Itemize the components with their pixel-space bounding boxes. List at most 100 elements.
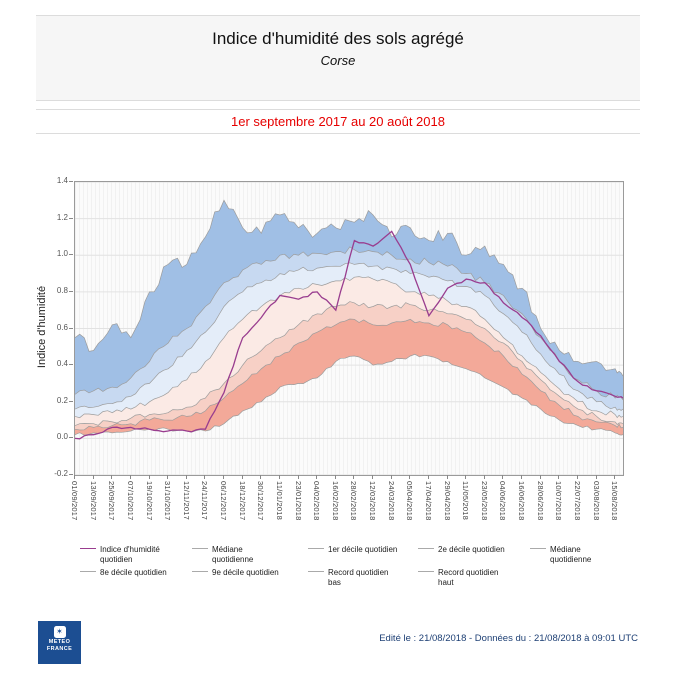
x-tick-label: 16/02/2018 [330, 481, 340, 521]
band-5 [75, 200, 623, 400]
x-tick-mark [409, 475, 411, 479]
legend-item: Record quotidien bas [308, 568, 404, 588]
y-tick-label: 0.6 [56, 322, 68, 332]
x-tick-label: 12/03/2018 [368, 481, 378, 521]
x-tick-label: 12/11/2017 [181, 481, 191, 520]
y-tick-label: 1.0 [56, 249, 68, 259]
legend-item: 8e décile quotidien [80, 568, 176, 578]
legend-label: 8e décile quotidien [100, 568, 167, 577]
x-tick-label: 07/10/2017 [125, 481, 135, 521]
x-tick-label: 28/06/2018 [535, 481, 545, 521]
x-tick-label: 13/09/2017 [88, 481, 98, 521]
x-tick-label: 04/06/2018 [498, 481, 508, 521]
boundary-line-2 [75, 301, 623, 426]
legend-swatch [418, 548, 434, 549]
x-tick-label: 24/03/2018 [386, 481, 396, 521]
x-tick-label: 15/08/2018 [610, 481, 620, 521]
x-tick-mark [521, 475, 523, 479]
x-tick-label: 18/12/2017 [237, 481, 247, 521]
legend-label: 9e décile quotidien [212, 568, 279, 577]
logo-text-line2: FRANCE [46, 645, 73, 652]
x-tick-mark [465, 475, 467, 479]
x-tick-label: 24/11/2017 [200, 481, 210, 520]
x-tick-label: 25/09/2017 [107, 481, 117, 521]
y-tick-mark [69, 437, 73, 439]
x-tick-mark [148, 475, 150, 479]
boundary-line-4 [75, 262, 623, 411]
band-0 [75, 319, 623, 436]
legend-label: Médiane quotidienne [550, 545, 592, 564]
x-tick-label: 28/02/2018 [349, 481, 359, 521]
period-text: 1er septembre 2017 au 20 août 2018 [231, 114, 445, 129]
x-tick-mark [129, 475, 131, 479]
legend-swatch [308, 548, 324, 549]
y-tick-mark [69, 327, 73, 329]
legend-swatch [192, 548, 208, 549]
meteo-france-logo-icon: ✶ [53, 626, 66, 638]
y-tick-label: -0.2 [54, 469, 68, 478]
legend-swatch [80, 571, 96, 572]
edition-timestamp: Edité le : 21/08/2018 - Données du : 21/… [379, 633, 638, 644]
x-tick-mark [167, 475, 169, 479]
legend-item: 1er décile quotidien [308, 545, 404, 555]
x-tick-mark [353, 475, 355, 479]
boundary-line-5 [75, 246, 623, 401]
y-tick-label: 0.4 [56, 359, 68, 369]
legend-label: Médiane quotidienne [212, 545, 254, 564]
period-banner: 1er septembre 2017 au 20 août 2018 [36, 109, 640, 134]
legend-label: Record quotidien haut [438, 568, 499, 587]
y-tick-mark [69, 181, 73, 182]
x-tick-mark [427, 475, 429, 479]
x-tick-mark [111, 475, 113, 479]
x-tick-label: 11/01/2018 [274, 481, 284, 520]
x-tick-mark [446, 475, 448, 479]
x-tick-mark [92, 475, 94, 479]
boundary-line-3 [75, 276, 623, 419]
x-tick-mark [185, 475, 187, 479]
boundary-line-0 [75, 353, 623, 436]
x-tick-label: 06/12/2017 [219, 481, 229, 521]
x-tick-label: 04/02/2018 [312, 481, 322, 521]
x-tick-label: 23/05/2018 [479, 481, 489, 521]
y-tick-label: 1.4 [56, 176, 68, 185]
x-tick-mark [576, 475, 578, 479]
band-2 [75, 276, 623, 426]
title-panel: Indice d'humidité des sols agrégé Corse [36, 15, 640, 101]
x-tick-label: 10/07/2018 [554, 481, 564, 521]
x-tick-mark [334, 475, 336, 479]
x-tick-mark [539, 475, 541, 479]
x-tick-mark [74, 475, 75, 479]
band-1 [75, 301, 623, 430]
legend-item: Médiane quotidienne [530, 545, 626, 565]
y-tick-label: 1.2 [56, 212, 68, 222]
legend-item: Médiane quotidienne [192, 545, 288, 565]
y-tick-mark [69, 254, 73, 256]
x-tick-mark [260, 475, 262, 479]
x-tick-mark [483, 475, 485, 479]
legend-swatch [308, 571, 324, 572]
x-tick-mark [390, 475, 392, 479]
legend-swatch [530, 548, 546, 549]
legend-swatch [80, 548, 96, 549]
chart-canvas [75, 182, 623, 475]
meteo-france-logo: ✶ METEO FRANCE [38, 621, 81, 664]
boundary-line-1 [75, 318, 623, 431]
y-tick-label: 0.8 [56, 285, 68, 295]
x-tick-label: 23/01/2018 [293, 481, 303, 521]
legend-item: 2e décile quotidien [418, 545, 514, 555]
legend-label: Record quotidien bas [328, 568, 389, 587]
x-tick-label: 19/10/2017 [144, 481, 154, 521]
x-tick-mark [241, 475, 243, 479]
y-tick-label: 0.0 [56, 432, 68, 442]
y-tick-label: 0.2 [56, 395, 68, 405]
x-tick-mark [614, 475, 616, 479]
x-tick-label: 01/09/2017 [70, 481, 79, 521]
page-subtitle: Corse [320, 53, 356, 68]
x-tick-label: 31/10/2017 [163, 481, 173, 521]
y-tick-mark [69, 400, 73, 402]
x-tick-label: 03/08/2018 [591, 481, 601, 521]
soil-moisture-chart [74, 181, 624, 476]
x-tick-mark [502, 475, 504, 479]
legend-label: 2e décile quotidien [438, 545, 505, 554]
